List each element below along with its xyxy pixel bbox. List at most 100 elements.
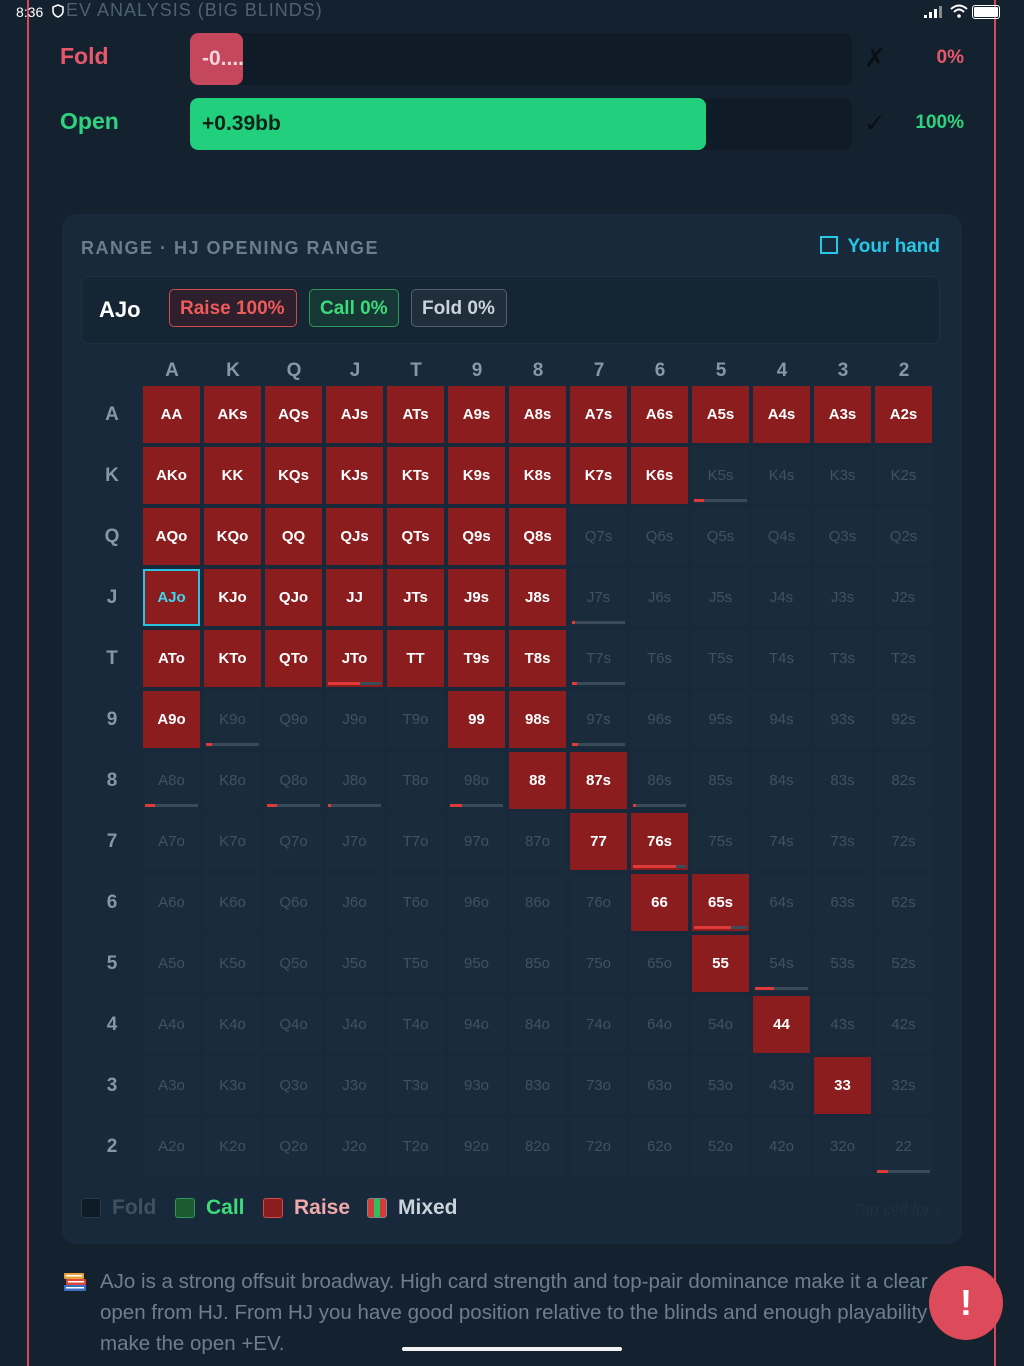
hand-cell-AQo[interactable]: AQo [143, 508, 200, 565]
hand-cell-64s[interactable]: 64s [753, 874, 810, 931]
hand-cell-97o[interactable]: 97o [448, 813, 505, 870]
hand-cell-T3s[interactable]: T3s [814, 630, 871, 687]
hand-cell-83s[interactable]: 83s [814, 752, 871, 809]
hand-cell-J3s[interactable]: J3s [814, 569, 871, 626]
hand-cell-T4s[interactable]: T4s [753, 630, 810, 687]
hand-cell-Q6s[interactable]: Q6s [631, 508, 688, 565]
hand-cell-J9o[interactable]: J9o [326, 691, 383, 748]
hand-cell-73s[interactable]: 73s [814, 813, 871, 870]
hand-cell-A6s[interactable]: A6s [631, 386, 688, 443]
hand-cell-74o[interactable]: 74o [570, 996, 627, 1053]
hand-cell-92s[interactable]: 92s [875, 691, 932, 748]
hand-cell-94s[interactable]: 94s [753, 691, 810, 748]
hand-cell-96o[interactable]: 96o [448, 874, 505, 931]
hand-cell-J2o[interactable]: J2o [326, 1118, 383, 1175]
hand-cell-A8s[interactable]: A8s [509, 386, 566, 443]
home-indicator[interactable] [402, 1347, 622, 1351]
hand-cell-Q3o[interactable]: Q3o [265, 1057, 322, 1114]
hand-cell-KK[interactable]: KK [204, 447, 261, 504]
hand-cell-85s[interactable]: 85s [692, 752, 749, 809]
hand-cell-88[interactable]: 88 [509, 752, 566, 809]
hand-cell-95o[interactable]: 95o [448, 935, 505, 992]
hand-cell-53o[interactable]: 53o [692, 1057, 749, 1114]
hand-cell-64o[interactable]: 64o [631, 996, 688, 1053]
hand-cell-22[interactable]: 22 [875, 1118, 932, 1175]
hand-cell-43s[interactable]: 43s [814, 996, 871, 1053]
hand-cell-TT[interactable]: TT [387, 630, 444, 687]
hand-cell-33[interactable]: 33 [814, 1057, 871, 1114]
hand-cell-42s[interactable]: 42s [875, 996, 932, 1053]
hand-cell-J9s[interactable]: J9s [448, 569, 505, 626]
hand-cell-QQ[interactable]: QQ [265, 508, 322, 565]
hand-cell-K7s[interactable]: K7s [570, 447, 627, 504]
hand-cell-Q6o[interactable]: Q6o [265, 874, 322, 931]
hand-cell-J8o[interactable]: J8o [326, 752, 383, 809]
hand-cell-J7o[interactable]: J7o [326, 813, 383, 870]
hand-cell-Q7s[interactable]: Q7s [570, 508, 627, 565]
hand-cell-52s[interactable]: 52s [875, 935, 932, 992]
hand-cell-T7o[interactable]: T7o [387, 813, 444, 870]
hand-cell-Q4s[interactable]: Q4s [753, 508, 810, 565]
hand-cell-J2s[interactable]: J2s [875, 569, 932, 626]
hand-cell-96s[interactable]: 96s [631, 691, 688, 748]
hand-cell-K3s[interactable]: K3s [814, 447, 871, 504]
hand-cell-AKs[interactable]: AKs [204, 386, 261, 443]
hand-cell-K7o[interactable]: K7o [204, 813, 261, 870]
hand-cell-73o[interactable]: 73o [570, 1057, 627, 1114]
hand-cell-75o[interactable]: 75o [570, 935, 627, 992]
hand-cell-ATs[interactable]: ATs [387, 386, 444, 443]
hand-cell-T7s[interactable]: T7s [570, 630, 627, 687]
hand-cell-T4o[interactable]: T4o [387, 996, 444, 1053]
hand-cell-J5o[interactable]: J5o [326, 935, 383, 992]
hand-cell-QTs[interactable]: QTs [387, 508, 444, 565]
hand-cell-43o[interactable]: 43o [753, 1057, 810, 1114]
hand-cell-Q4o[interactable]: Q4o [265, 996, 322, 1053]
hand-cell-T6o[interactable]: T6o [387, 874, 444, 931]
hand-cell-KQs[interactable]: KQs [265, 447, 322, 504]
hand-cell-K8s[interactable]: K8s [509, 447, 566, 504]
hand-cell-JTo[interactable]: JTo [326, 630, 383, 687]
hand-cell-86s[interactable]: 86s [631, 752, 688, 809]
hand-cell-JJ[interactable]: JJ [326, 569, 383, 626]
hand-cell-A5s[interactable]: A5s [692, 386, 749, 443]
hand-cell-KQo[interactable]: KQo [204, 508, 261, 565]
hand-cell-Q7o[interactable]: Q7o [265, 813, 322, 870]
hand-cell-A9o[interactable]: A9o [143, 691, 200, 748]
hand-cell-A5o[interactable]: A5o [143, 935, 200, 992]
hand-cell-T6s[interactable]: T6s [631, 630, 688, 687]
hand-cell-62o[interactable]: 62o [631, 1118, 688, 1175]
hand-cell-75s[interactable]: 75s [692, 813, 749, 870]
hand-cell-QTo[interactable]: QTo [265, 630, 322, 687]
hand-cell-K8o[interactable]: K8o [204, 752, 261, 809]
hand-cell-42o[interactable]: 42o [753, 1118, 810, 1175]
hand-cell-K9s[interactable]: K9s [448, 447, 505, 504]
hand-cell-K2o[interactable]: K2o [204, 1118, 261, 1175]
hand-cell-Q2s[interactable]: Q2s [875, 508, 932, 565]
hand-cell-55[interactable]: 55 [692, 935, 749, 992]
hand-cell-A2s[interactable]: A2s [875, 386, 932, 443]
hand-cell-Q8s[interactable]: Q8s [509, 508, 566, 565]
hand-cell-A8o[interactable]: A8o [143, 752, 200, 809]
hand-cell-T8s[interactable]: T8s [509, 630, 566, 687]
hand-cell-T8o[interactable]: T8o [387, 752, 444, 809]
hand-cell-A6o[interactable]: A6o [143, 874, 200, 931]
hand-cell-72o[interactable]: 72o [570, 1118, 627, 1175]
hand-cell-K9o[interactable]: K9o [204, 691, 261, 748]
hand-cell-72s[interactable]: 72s [875, 813, 932, 870]
hand-cell-AQs[interactable]: AQs [265, 386, 322, 443]
hand-cell-J7s[interactable]: J7s [570, 569, 627, 626]
hand-cell-J3o[interactable]: J3o [326, 1057, 383, 1114]
hand-cell-76o[interactable]: 76o [570, 874, 627, 931]
hand-cell-74s[interactable]: 74s [753, 813, 810, 870]
hand-cell-32s[interactable]: 32s [875, 1057, 932, 1114]
hand-cell-K4o[interactable]: K4o [204, 996, 261, 1053]
hand-cell-66[interactable]: 66 [631, 874, 688, 931]
hand-cell-Q5s[interactable]: Q5s [692, 508, 749, 565]
hand-cell-Q9s[interactable]: Q9s [448, 508, 505, 565]
hand-cell-76s[interactable]: 76s [631, 813, 688, 870]
hand-cell-95s[interactable]: 95s [692, 691, 749, 748]
hand-cell-Q3s[interactable]: Q3s [814, 508, 871, 565]
hand-cell-ATo[interactable]: ATo [143, 630, 200, 687]
hand-cell-K5o[interactable]: K5o [204, 935, 261, 992]
hand-cell-65o[interactable]: 65o [631, 935, 688, 992]
